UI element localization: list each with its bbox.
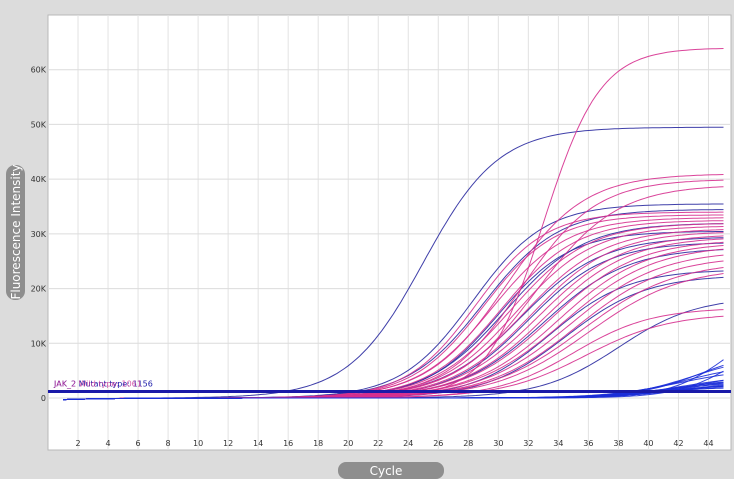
y-tick-label: 30K <box>31 230 47 239</box>
y-tick-label: 40K <box>31 175 47 184</box>
y-tick-label: 50K <box>31 120 47 129</box>
x-axis-title: Cycle <box>338 462 444 479</box>
x-tick-label: 14 <box>253 439 263 448</box>
y-tick-label: 0 <box>41 394 46 403</box>
x-axis-ticks: 2 4 6 8 10 12 14 16 18 20 22 24 26 28 30 32 34 36 38 40 42 44 <box>75 439 713 448</box>
x-tick-label: 6 <box>136 439 141 448</box>
x-tick-label: 16 <box>283 439 293 448</box>
x-tick-label: 22 <box>373 439 383 448</box>
x-tick-label: 2 <box>75 439 80 448</box>
y-axis-title: Fluorescence Intensity <box>6 164 25 300</box>
x-tick-label: 8 <box>166 439 171 448</box>
x-tick-label: 24 <box>403 439 413 448</box>
x-tick-label: 28 <box>463 439 473 448</box>
threshold-label-wild: JAK_2 Wild type: 1061 <box>53 379 142 388</box>
x-tick-label: 42 <box>673 439 683 448</box>
x-tick-label: 44 <box>703 439 713 448</box>
x-tick-label: 32 <box>523 439 533 448</box>
x-tick-label: 30 <box>493 439 503 448</box>
x-tick-label: 40 <box>643 439 653 448</box>
y-tick-label: 60K <box>31 66 47 75</box>
x-tick-label: 34 <box>553 439 563 448</box>
x-tick-label: 18 <box>313 439 323 448</box>
curve-series <box>62 48 724 401</box>
threshold: JAK_2 Mutant type: 1156 JAK_2 Wild type:… <box>48 379 731 393</box>
y-axis-label: Fluorescence Intensity <box>9 164 23 299</box>
y-axis-title-capsule <box>6 165 25 300</box>
x-tick-label: 36 <box>583 439 593 448</box>
x-tick-label: 26 <box>433 439 443 448</box>
x-tick-label: 20 <box>343 439 353 448</box>
x-tick-label: 38 <box>613 439 623 448</box>
y-axis-ticks: 0 10K 20K 30K 40K 50K 60K <box>31 66 47 403</box>
x-axis-title-capsule <box>338 462 444 479</box>
y-tick-label: 20K <box>31 285 47 294</box>
amplification-curve-low <box>62 387 724 401</box>
x-tick-label: 4 <box>105 439 110 448</box>
y-tick-label: 10K <box>31 339 47 348</box>
x-tick-label: 12 <box>223 439 233 448</box>
x-axis-label: Cycle <box>370 464 403 478</box>
threshold-label-mutant: JAK_2 Mutant type: 1156 <box>53 379 153 388</box>
x-tick-label: 10 <box>193 439 203 448</box>
